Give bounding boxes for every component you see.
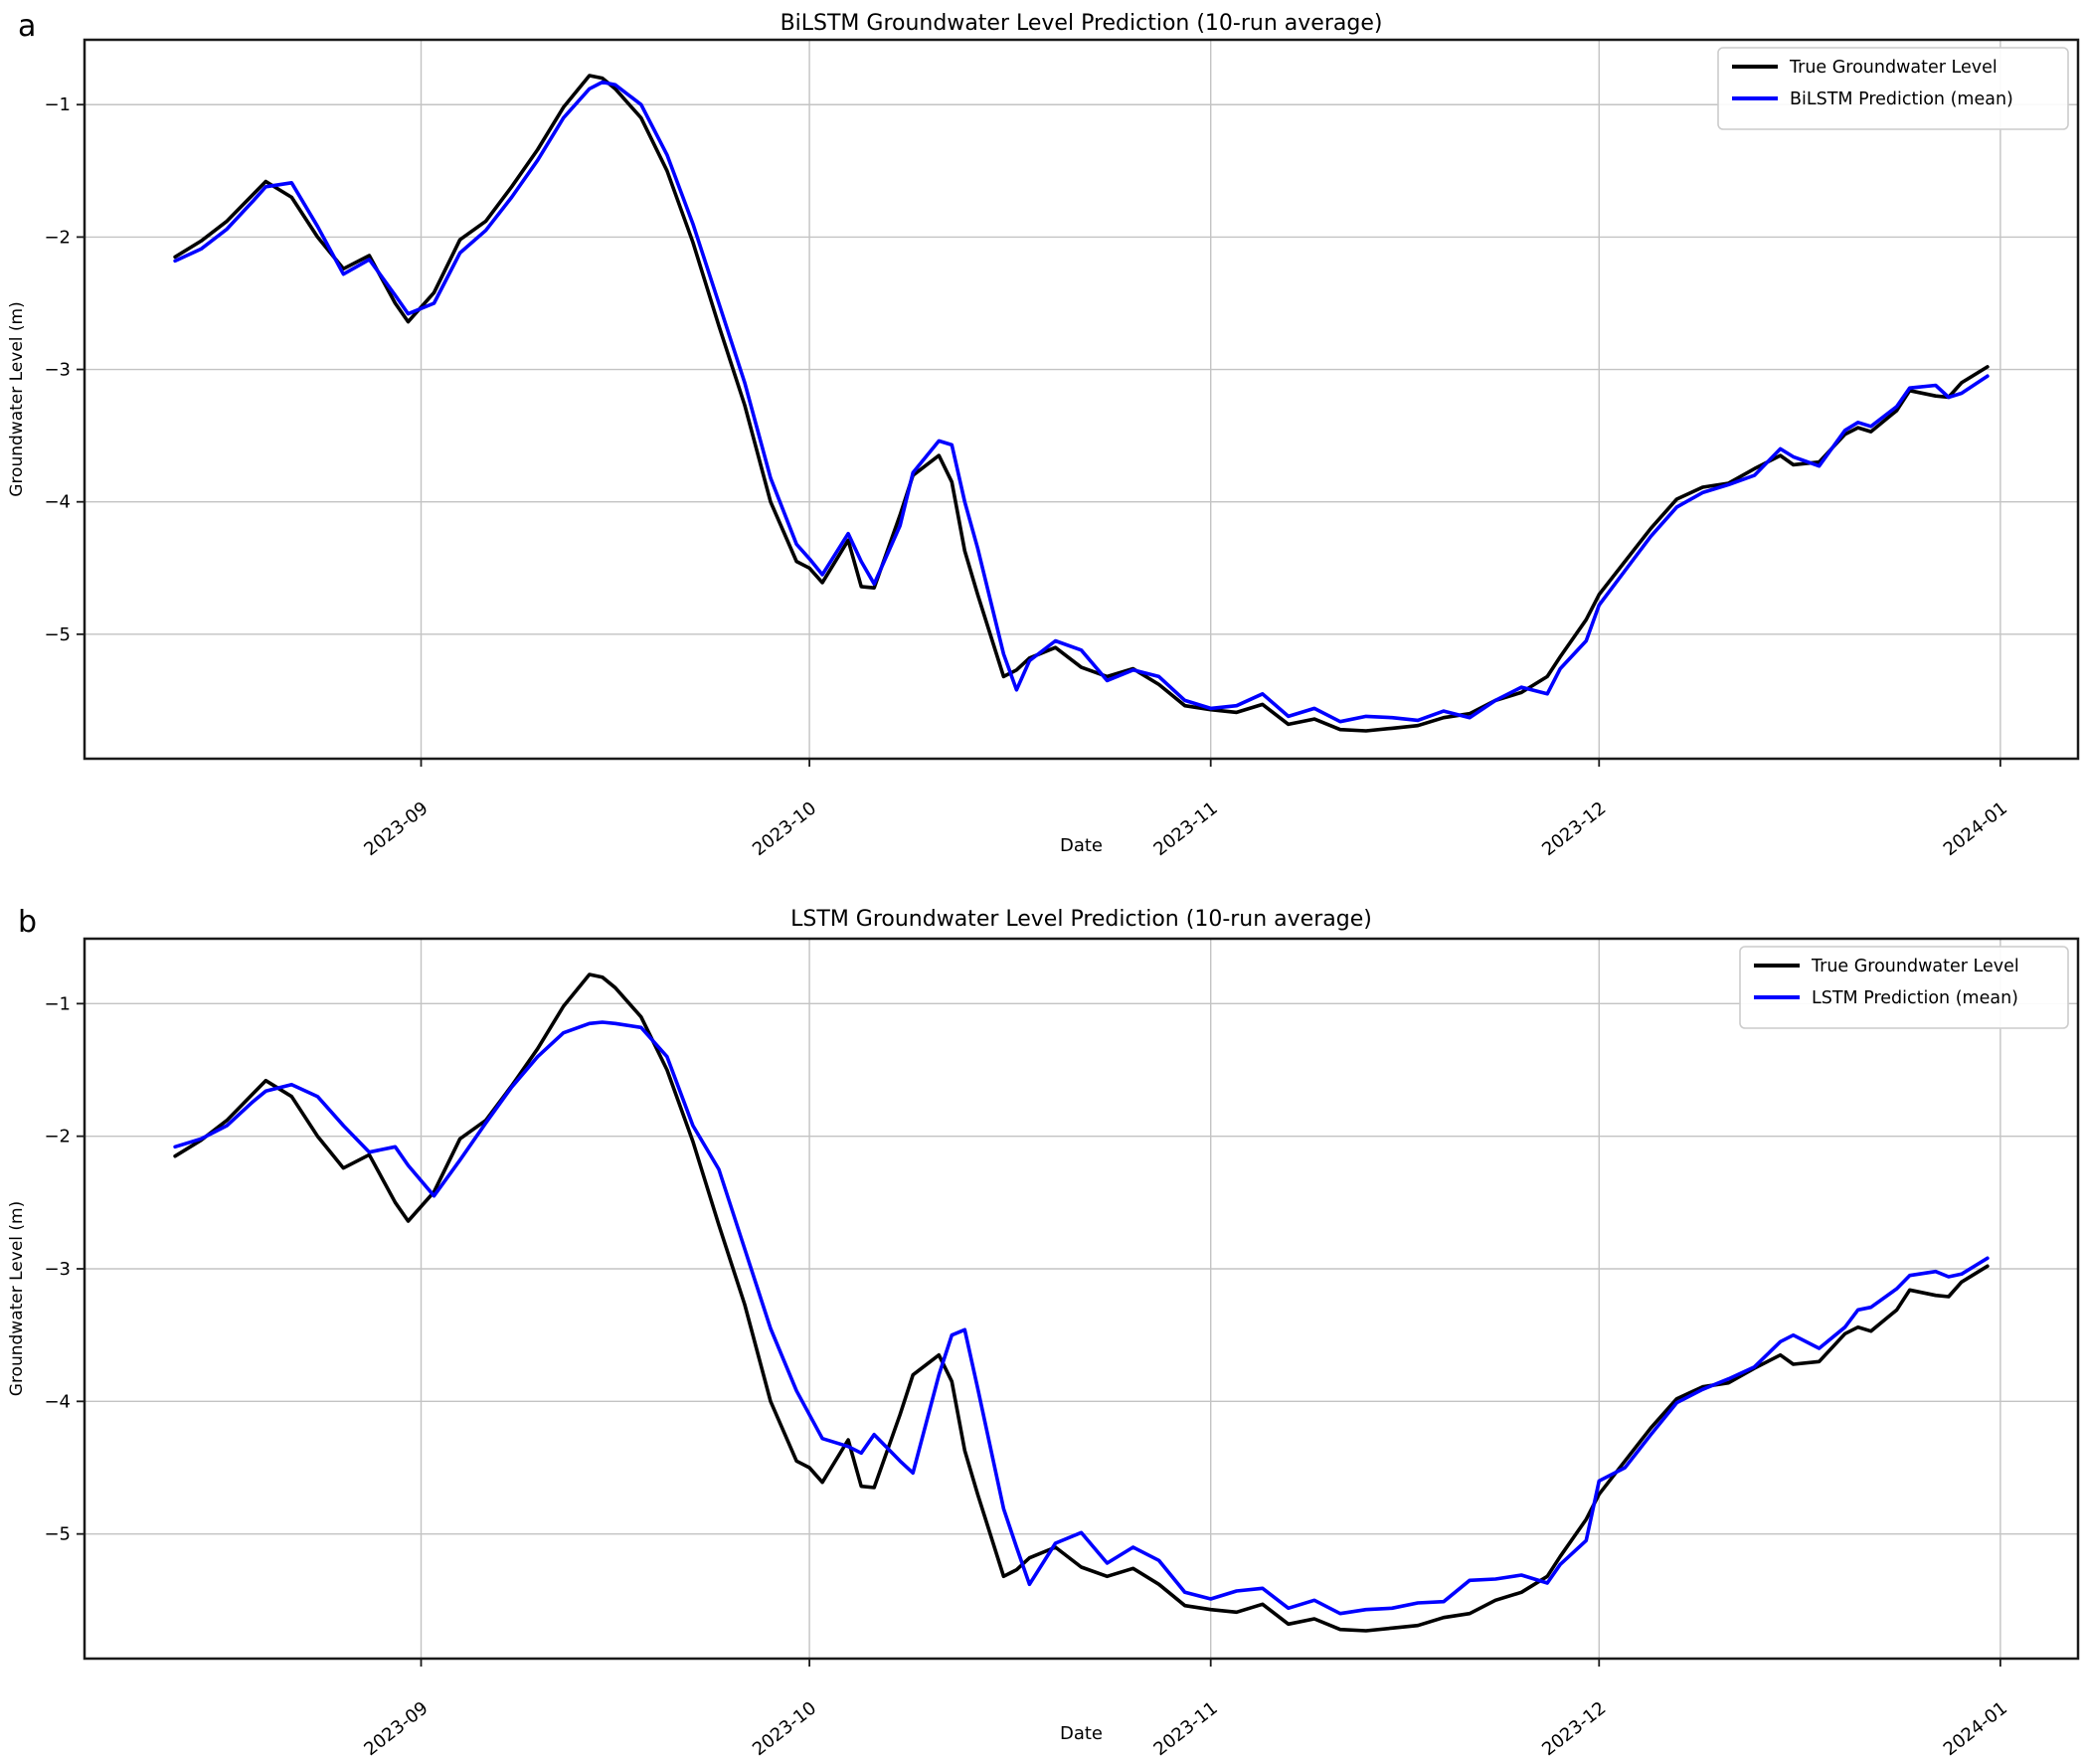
panel-letter-label: b <box>18 905 37 940</box>
true-groundwater-line <box>173 74 1990 733</box>
y-tick-label: −1 <box>44 94 71 115</box>
y-tick-label: −3 <box>44 1259 71 1280</box>
legend-label: True Groundwater Level <box>1811 957 2019 976</box>
prediction-line <box>173 80 1990 724</box>
legend-box <box>1739 946 2069 1029</box>
y-axis-label: Groundwater Level (m) <box>7 301 27 496</box>
legend-label: LSTM Prediction (mean) <box>1812 988 2018 1008</box>
panel-letter-label: a <box>18 9 36 44</box>
x-tick-label: 2023-12 <box>1538 797 1610 860</box>
y-axis-label: Groundwater Level (m) <box>7 1201 27 1396</box>
x-tick-label: 2024-01 <box>1940 797 2011 860</box>
y-tick-label: −5 <box>44 1524 71 1545</box>
x-tick-label: 2023-10 <box>749 1697 820 1760</box>
chart-title: BiLSTM Groundwater Level Prediction (10-… <box>781 11 1383 36</box>
x-tick-label: 2023-12 <box>1538 1697 1610 1760</box>
axes-spines <box>83 937 2080 1661</box>
legend-label: True Groundwater Level <box>1789 58 1997 78</box>
x-axis-label: Date <box>1060 1723 1103 1744</box>
prediction-line <box>173 1020 1990 1616</box>
y-tick-label: −3 <box>44 360 71 381</box>
y-tick-label: −5 <box>44 624 71 645</box>
x-axis-label: Date <box>1060 835 1103 856</box>
x-tick-label: 2023-09 <box>360 797 432 860</box>
x-tick-label: 2023-10 <box>749 797 820 860</box>
panel-b-lstm-chart: 2023-09 2023-10 2023-11 2023-12 2024-01 −1 −2 −… <box>7 905 2080 1760</box>
axes-spines <box>83 38 2080 761</box>
panel-a-bilstm-chart: 2023-09 2023-10 2023-11 2023-12 2024-01 −1 −2 −… <box>7 9 2080 860</box>
x-tick-label: 2023-09 <box>360 1697 432 1760</box>
legend-label: BiLSTM Prediction (mean) <box>1790 89 2013 109</box>
chart-title: LSTM Groundwater Level Prediction (10-ru… <box>790 907 1372 932</box>
x-tick-label: 2023-11 <box>1150 797 1222 860</box>
y-tick-label: −1 <box>44 993 71 1014</box>
legend-box <box>1717 47 2069 130</box>
y-tick-label: −4 <box>44 492 71 513</box>
y-tick-label: −2 <box>44 227 71 248</box>
y-tick-label: −4 <box>44 1391 71 1412</box>
x-tick-label: 2023-11 <box>1150 1697 1222 1760</box>
y-tick-label: −2 <box>44 1127 71 1147</box>
x-tick-label: 2024-01 <box>1940 1697 2011 1760</box>
